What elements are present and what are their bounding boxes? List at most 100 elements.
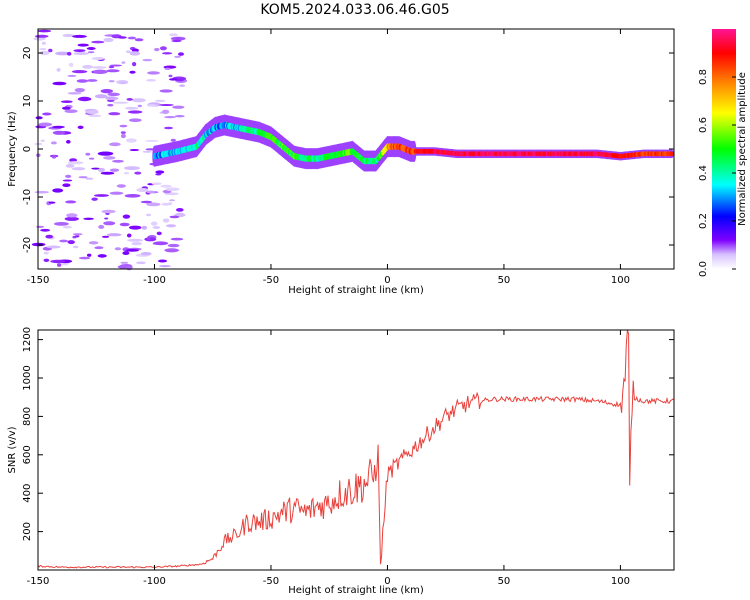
noise-cell	[119, 222, 130, 227]
noise-cell	[174, 55, 182, 58]
noise-cell	[137, 104, 142, 108]
noise-cell	[52, 81, 67, 86]
colorbar-tick-label: 0.4	[698, 165, 709, 181]
noise-cell	[126, 233, 132, 238]
noise-cell	[155, 173, 162, 176]
noise-cell	[117, 36, 127, 39]
noise-cell	[168, 33, 178, 37]
noise-cell	[40, 139, 45, 142]
noise-cell	[167, 243, 180, 248]
noise-cell	[73, 52, 89, 55]
noise-cell	[65, 164, 75, 168]
noise-cell	[157, 259, 168, 263]
noise-cell	[140, 252, 152, 256]
noise-cell	[83, 217, 94, 220]
noise-cell	[43, 258, 50, 262]
noise-cell	[126, 98, 133, 101]
noise-cell	[119, 124, 128, 128]
noise-cell	[62, 225, 72, 229]
colorbar-tick-label: 0.2	[698, 213, 709, 229]
noise-cell	[154, 99, 166, 102]
noise-cell	[66, 213, 78, 218]
spectrogram-plot-area	[31, 29, 674, 271]
snr-frame	[37, 329, 675, 571]
noise-cell	[103, 221, 116, 226]
noise-cell	[136, 261, 146, 265]
noise-cell	[67, 161, 84, 165]
noise-cell	[91, 40, 105, 44]
noise-cell	[39, 48, 47, 51]
y-tick-label: 800	[22, 407, 33, 426]
noise-cell	[134, 171, 142, 175]
noise-cell	[120, 131, 126, 134]
colorbar-ticks: 0.0 0.2 0.4 0.6 0.8	[698, 69, 736, 277]
noise-cell	[107, 103, 114, 107]
noise-cell	[166, 224, 176, 228]
x-tick-label: -50	[263, 275, 279, 286]
noise-cell	[145, 139, 159, 142]
noise-cell	[162, 218, 170, 223]
noise-cell	[108, 66, 115, 69]
noise-cell	[169, 78, 178, 81]
x-tick-label: -150	[27, 275, 50, 286]
colorbar-tick-label: 0.8	[698, 69, 709, 85]
noise-cell	[85, 152, 91, 156]
noise-cell	[175, 78, 185, 82]
noise-cell	[77, 125, 84, 129]
y-tick-label: 1200	[22, 327, 33, 352]
noise-cell	[122, 251, 130, 256]
noise-cell	[48, 201, 56, 204]
noise-cell	[97, 254, 107, 258]
noise-cell	[74, 88, 86, 93]
noise-cell	[35, 116, 43, 120]
noise-cell	[64, 216, 80, 221]
noise-cell	[37, 29, 52, 33]
noise-cell	[109, 142, 121, 147]
snr-line	[37, 329, 675, 569]
noise-cell	[59, 239, 69, 243]
noise-cell	[42, 112, 52, 116]
noise-cell	[174, 115, 185, 118]
noise-cell	[103, 156, 116, 160]
y-tick-label: 1000	[22, 365, 33, 390]
noise-cell	[40, 228, 51, 232]
noise-cell	[41, 41, 46, 45]
noise-cell	[38, 122, 53, 127]
noise-cell	[129, 51, 141, 56]
noise-cell	[112, 159, 124, 163]
noise-cell	[151, 182, 162, 185]
noise-cell	[62, 179, 73, 182]
noise-cell	[125, 266, 133, 271]
noise-cell	[79, 256, 91, 260]
x-tick-label: -50	[263, 576, 279, 587]
noise-cell	[62, 33, 75, 38]
noise-cell	[165, 187, 180, 192]
noise-cell	[86, 47, 96, 50]
noise-cell	[98, 167, 105, 173]
noise-cell	[73, 245, 79, 249]
noise-cell	[39, 50, 50, 56]
noise-cell	[129, 149, 140, 151]
noise-cell	[116, 184, 126, 188]
noise-cell	[140, 200, 152, 204]
noise-cell	[162, 52, 173, 55]
noise-cell	[153, 241, 169, 246]
noise-cell	[125, 249, 140, 252]
noise-cell	[88, 114, 102, 118]
noise-cell	[146, 79, 156, 82]
noise-cell	[73, 49, 86, 52]
noise-cell	[50, 141, 57, 145]
x-tick-label: 50	[498, 275, 511, 286]
noise-cell	[46, 245, 61, 249]
snr-x-label: Height of straight line (km)	[288, 585, 424, 596]
colorbar-gradient	[712, 29, 736, 269]
ridge-cell	[669, 151, 674, 157]
noise-cell	[155, 170, 165, 174]
colorbar-tick-label: 0.6	[698, 117, 709, 133]
noise-cell	[159, 46, 167, 51]
noise-cell	[36, 225, 45, 228]
noise-cell	[167, 202, 173, 206]
noise-cell	[122, 214, 131, 219]
noise-cell	[64, 109, 78, 113]
